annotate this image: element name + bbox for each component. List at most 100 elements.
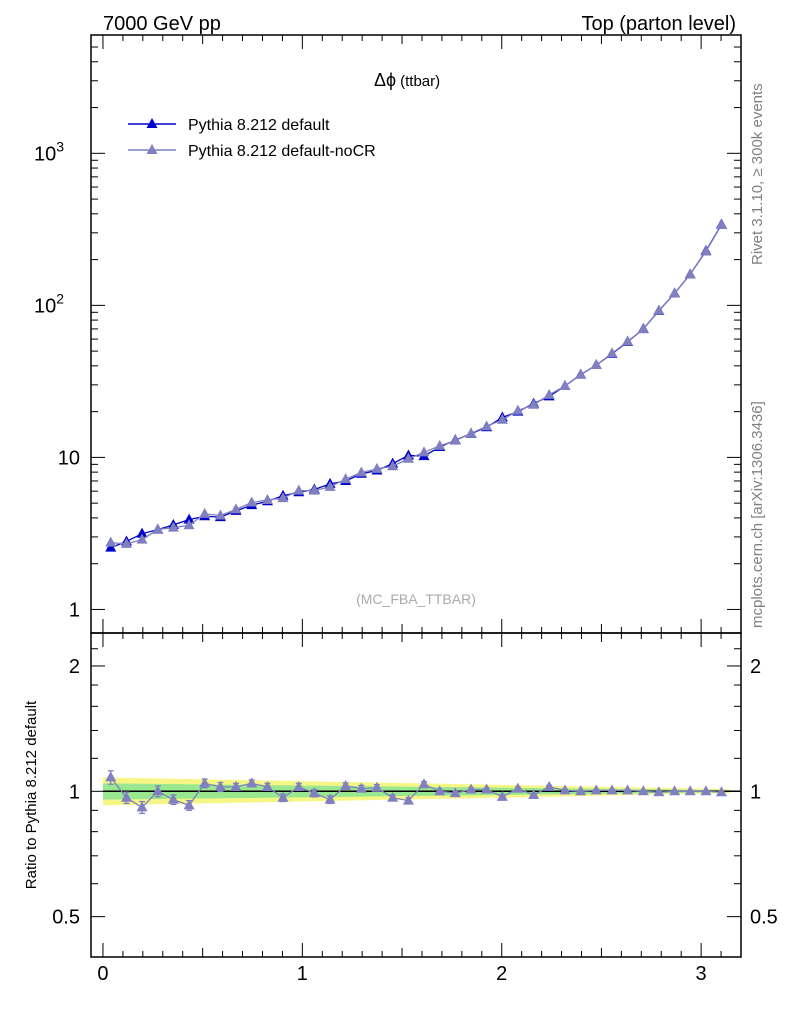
ratio-point	[183, 799, 195, 810]
ratio-point	[324, 793, 336, 804]
series-1-point	[105, 536, 117, 547]
legend: Pythia 8.212 default Pythia 8.212 defaul…	[128, 117, 376, 160]
main-ytick-label: 1	[69, 599, 80, 621]
ratio-point	[449, 787, 461, 798]
series-1-point	[653, 304, 665, 315]
series-1-point	[715, 218, 727, 229]
ratio-point	[684, 785, 696, 796]
xtick-label: 3	[696, 963, 707, 985]
legend-label-nocr: Pythia 8.212 default-noCR	[188, 143, 376, 160]
xtick-label: 1	[297, 963, 308, 985]
ratio-point	[277, 791, 289, 802]
series-1-point	[199, 507, 211, 518]
ratio-point	[340, 779, 352, 790]
ratio-series-line	[110, 776, 722, 809]
ratio-point	[496, 790, 508, 801]
legend-label-default: Pythia 8.212 default	[188, 117, 330, 134]
series-1-point	[402, 452, 414, 463]
series-1-point	[355, 466, 367, 477]
ratio-axis-ticks: 0.5 0.5 1 1 2 2 0 1 2 3	[52, 633, 778, 985]
ratio-point	[590, 784, 602, 795]
rivet-label: Rivet 3.1.10, ≥ 300k events	[749, 83, 766, 265]
series-1-point	[590, 359, 602, 370]
ratio-point	[715, 786, 727, 797]
series-1-point	[136, 533, 148, 544]
series-1-point	[637, 323, 649, 334]
ratio-point	[199, 777, 211, 788]
series-1-point	[308, 484, 320, 495]
series-1-point	[261, 493, 273, 504]
ratio-point	[120, 791, 132, 802]
ratio-point	[355, 782, 367, 793]
ratio-ytick-label-left: 2	[69, 656, 80, 678]
ratio-point	[622, 784, 634, 795]
ratio-point	[481, 783, 493, 794]
series-1-point	[340, 473, 352, 484]
ratio-point	[167, 793, 179, 804]
main-ytick-label: 102	[34, 290, 64, 317]
ratio-ytick-label-left: 1	[69, 781, 80, 803]
series-1-point	[293, 484, 305, 495]
xtick-label: 0	[97, 963, 108, 985]
main-ytick-label-exponent: 2	[56, 290, 64, 306]
legend-marker-default	[146, 118, 158, 128]
ratio-ytick-label-right: 2	[750, 656, 761, 678]
ratio-point	[465, 783, 477, 794]
ratio-point	[434, 785, 446, 796]
series-1-point	[167, 521, 179, 532]
series-0-point	[136, 527, 148, 538]
main-ytick-label: 103	[34, 138, 64, 165]
main-ytick-label-base: 10	[34, 295, 56, 317]
series-1-point	[214, 509, 226, 520]
ratio-point	[387, 791, 399, 802]
series-1-point	[606, 347, 618, 358]
series-1-point	[575, 368, 587, 379]
analysis-watermark: (MC_FBA_TTBAR)	[356, 591, 476, 607]
main-ytick-label: 10	[58, 447, 80, 469]
ratio-point	[293, 780, 305, 791]
ratio-point	[371, 781, 383, 792]
ratio-point	[559, 784, 571, 795]
plot-title-suffix: (ttbar)	[400, 73, 440, 90]
ratio-ytick-label-right: 0.5	[750, 907, 778, 929]
ratio-point	[606, 784, 618, 795]
series-1-point	[700, 245, 712, 256]
ratio-point	[669, 785, 681, 796]
series-1-point	[152, 523, 164, 534]
series-1-point	[324, 480, 336, 491]
series-1-point	[465, 427, 477, 438]
series-1-point	[528, 398, 540, 409]
ratio-point	[512, 782, 524, 793]
series-1-point	[230, 503, 242, 514]
ratio-ytick-label-right: 1	[750, 781, 761, 803]
series-1-point	[669, 287, 681, 298]
ratio-point	[418, 778, 430, 789]
mcplots-label: mcplots.cern.ch [arXiv:1306.3436]	[749, 401, 766, 628]
xtick-label: 2	[496, 963, 507, 985]
series-line-0	[110, 224, 723, 549]
ratio-point	[152, 785, 164, 796]
ratio-point	[214, 780, 226, 791]
ratio-point	[653, 786, 665, 797]
series-1-point	[277, 492, 289, 503]
series-1-point	[512, 404, 524, 415]
series-1-point	[183, 519, 195, 530]
ratio-point	[402, 794, 414, 805]
ratio-point	[246, 777, 258, 788]
series-0-point	[183, 513, 195, 524]
main-series-group	[105, 218, 727, 552]
series-1-point	[371, 462, 383, 473]
header-energy: 7000 GeV pp	[103, 13, 221, 35]
series-1-point	[496, 413, 508, 424]
plot-title: Δϕ (ttbar)	[374, 70, 440, 90]
plot-title-symbol: Δϕ	[374, 70, 396, 90]
series-1-point	[387, 460, 399, 471]
series-1-point	[120, 537, 132, 548]
ratio-point	[528, 788, 540, 799]
series-1-point	[543, 388, 555, 399]
series-1-point	[559, 379, 571, 390]
series-1-point	[684, 268, 696, 279]
ratio-ylabel: Ratio to Pythia 8.212 default	[23, 700, 40, 889]
series-1-point	[246, 496, 258, 507]
